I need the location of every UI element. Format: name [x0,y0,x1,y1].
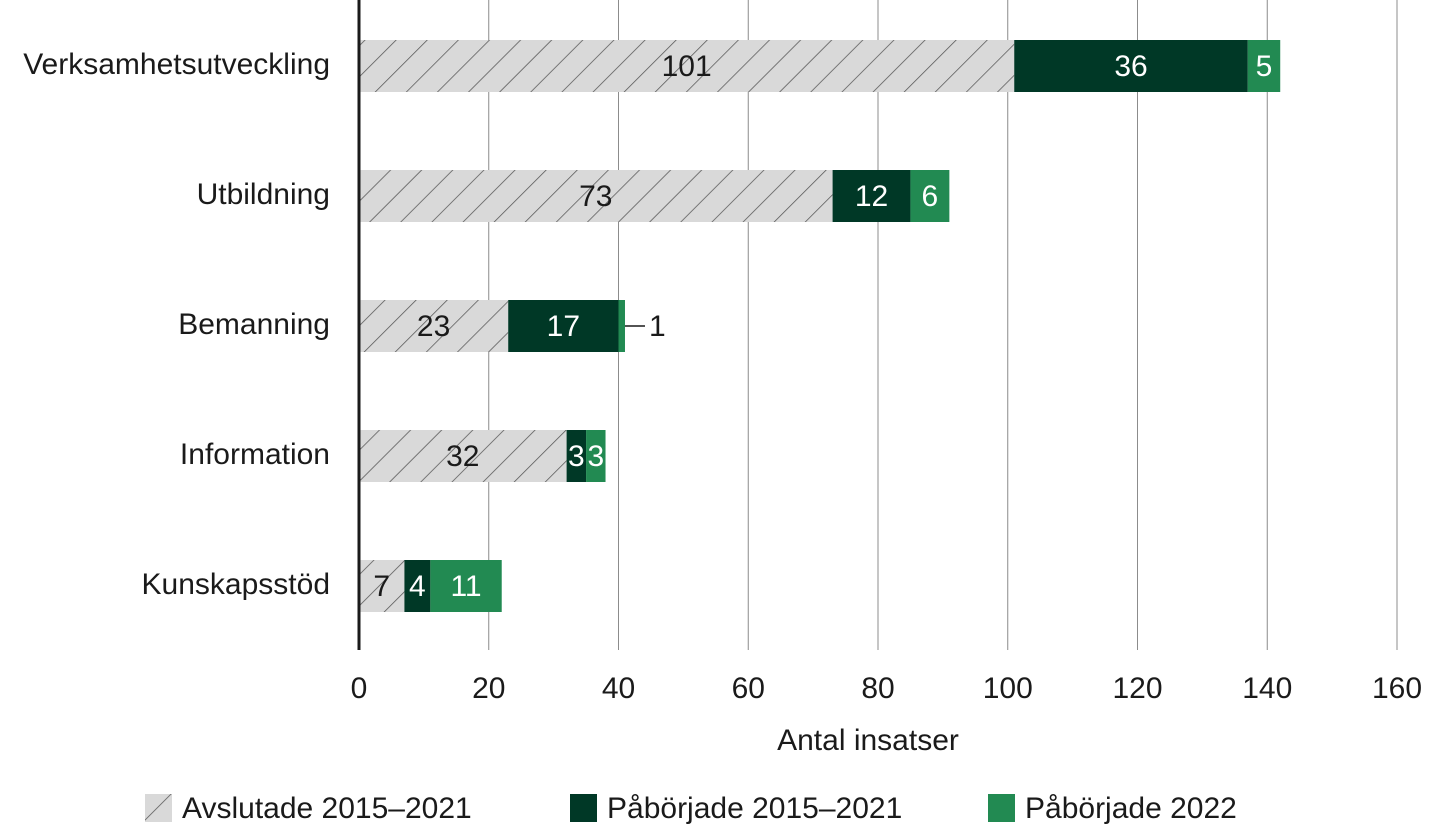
legend-swatch [145,794,172,822]
bar-segment [618,300,625,352]
x-axis-title: Antal insatser [777,724,959,757]
data-label: 1 [649,310,666,343]
y-tick-label: Kunskapsstöd [142,568,330,601]
legend-label: Avslutade 2015–2021 [182,792,472,825]
bar-segment [359,40,1015,92]
y-tick-label: Verksamhetsutveckling [23,48,330,81]
y-tick-label: Utbildning [197,178,330,211]
y-tick-label: Bemanning [178,308,330,341]
bar-segment [359,300,509,352]
bar-segment [359,170,833,222]
bar-segment [566,430,587,482]
x-tick-label: 40 [602,672,635,705]
x-tick-label: 100 [983,672,1033,705]
x-tick-label: 0 [351,672,368,705]
data-label: 17 [547,310,580,343]
data-label: 5 [1256,50,1273,83]
bar-segment [359,430,567,482]
x-tick-label: 60 [732,672,765,705]
data-label: 23 [417,310,450,343]
bar-segment [1014,40,1248,92]
x-tick-label: 140 [1242,672,1292,705]
bar-segment [910,170,950,222]
x-tick-label: 120 [1112,672,1162,705]
x-tick-label: 160 [1372,672,1422,705]
data-label: 101 [662,50,712,83]
data-label: 12 [855,180,888,213]
bar-segment [404,560,431,612]
legend-label: Påbörjade 2022 [1025,792,1237,825]
legend-swatch [988,794,1015,822]
data-label: 32 [446,440,479,473]
bar-segment [586,430,606,482]
bar-segment [1247,40,1281,92]
data-label: 36 [1114,50,1147,83]
data-label: 3 [587,440,604,473]
y-tick-label: Information [180,438,330,471]
bar-segment [832,170,911,222]
bar-segment [359,560,405,612]
x-tick-label: 80 [861,672,894,705]
data-label: 11 [450,570,481,603]
data-label: 3 [568,440,585,473]
legend-label: Påbörjade 2015–2021 [607,792,902,825]
legend-swatch [570,794,597,822]
data-label: 7 [373,570,390,603]
bar-segment [508,300,619,352]
bar-segment [430,560,502,612]
x-tick-label: 20 [472,672,505,705]
data-label: 6 [922,180,939,213]
data-label: 73 [579,180,612,213]
data-label: 4 [409,570,426,603]
